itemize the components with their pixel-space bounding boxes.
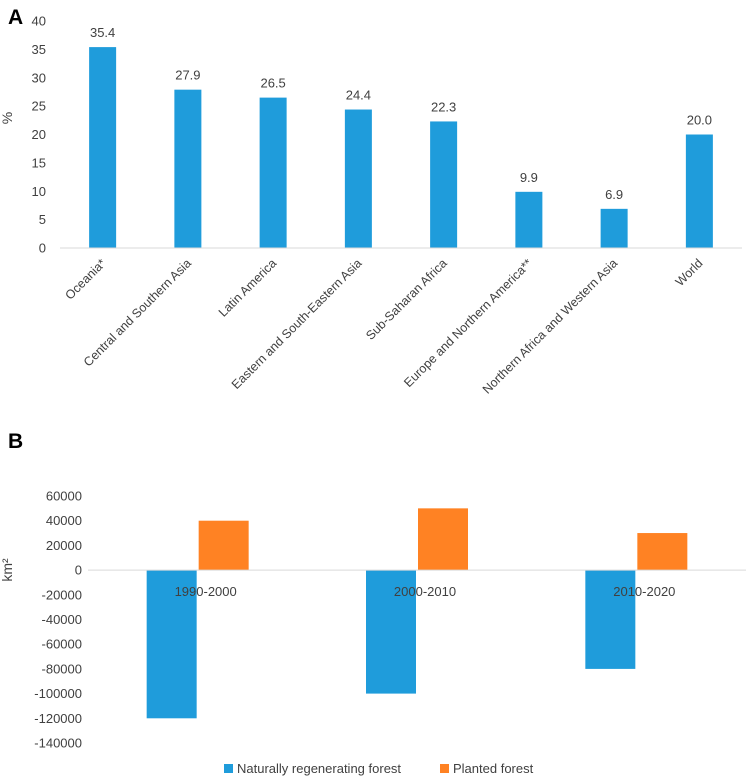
b-bar-naturally-regenerating [366, 570, 416, 694]
a-category-label: Oceania* [62, 256, 108, 302]
a-bar [89, 47, 117, 249]
b-ytick-label: 40000 [46, 513, 82, 528]
b-ytick-label: -140000 [34, 736, 82, 751]
a-ytick-label: 20 [32, 127, 46, 142]
b-ylabel: km² [0, 558, 15, 582]
a-ytick-label: 35 [32, 42, 46, 57]
a-data-label: 27.9 [175, 68, 200, 83]
legend-swatch-naturally-regenerating [224, 764, 233, 773]
a-ytick-label: 25 [32, 99, 46, 114]
b-ytick-label: -80000 [42, 661, 82, 676]
b-ytick-label: -100000 [34, 686, 82, 701]
b-bar-naturally-regenerating [146, 570, 197, 719]
a-bar [259, 97, 287, 248]
legend-swatch-planted [440, 764, 449, 773]
b-bar-planted [637, 533, 688, 571]
a-data-label: 9.9 [520, 170, 538, 185]
chart-b: -140000 -120000 -100000 -80000 -60000 -40000 -… [0, 489, 746, 776]
b-ytick-label: -60000 [42, 637, 82, 652]
a-bar [344, 109, 372, 248]
a-ylabel: % [0, 112, 15, 124]
a-bar [515, 191, 543, 248]
a-data-label: 26.5 [260, 76, 285, 91]
a-ytick-label: 15 [32, 155, 46, 170]
b-bar-naturally-regenerating [585, 570, 636, 669]
a-data-label: 6.9 [605, 187, 623, 202]
a-category-label: Latin America [216, 256, 279, 319]
a-bar [174, 89, 202, 248]
b-bar-planted [418, 508, 468, 571]
a-data-label: 20.0 [687, 113, 712, 128]
a-ytick-label: 5 [39, 212, 46, 227]
a-ytick-label: 10 [32, 184, 46, 199]
b-category-label: 2010-2020 [613, 584, 675, 599]
b-ytick-label: -120000 [34, 711, 82, 726]
a-data-label: 22.3 [431, 99, 456, 114]
a-data-label: 24.4 [346, 88, 371, 103]
a-ytick-label: 30 [32, 70, 46, 85]
a-category-label: Sub-Saharan Africa [363, 256, 450, 343]
b-category-label: 1990-2000 [175, 584, 237, 599]
b-ytick-label: 60000 [46, 489, 82, 504]
b-category-label: 2000-2010 [394, 584, 456, 599]
b-ytick-label: -20000 [42, 587, 82, 602]
b-ytick-label: -40000 [42, 612, 82, 627]
a-category-label: World [673, 256, 706, 289]
panel-a-label: A [8, 6, 23, 29]
b-ytick-label: 0 [75, 563, 82, 578]
legend-label: Naturally regenerating forest [237, 761, 401, 776]
b-bar-planted [198, 520, 249, 571]
chart-a: 0510152025303540%35.4Oceania*27.9Central… [0, 14, 742, 397]
b-ytick-label: 20000 [46, 538, 82, 553]
a-ytick-label: 40 [32, 14, 46, 29]
a-bar [685, 134, 713, 248]
a-bar [430, 121, 458, 248]
legend-label: Planted forest [453, 761, 534, 776]
a-bar [600, 208, 628, 248]
a-ytick-label: 0 [39, 241, 46, 256]
panel-b-label: B [8, 430, 23, 453]
a-category-label: Northern Africa and Western Asia [480, 256, 620, 396]
a-data-label: 35.4 [90, 25, 115, 40]
